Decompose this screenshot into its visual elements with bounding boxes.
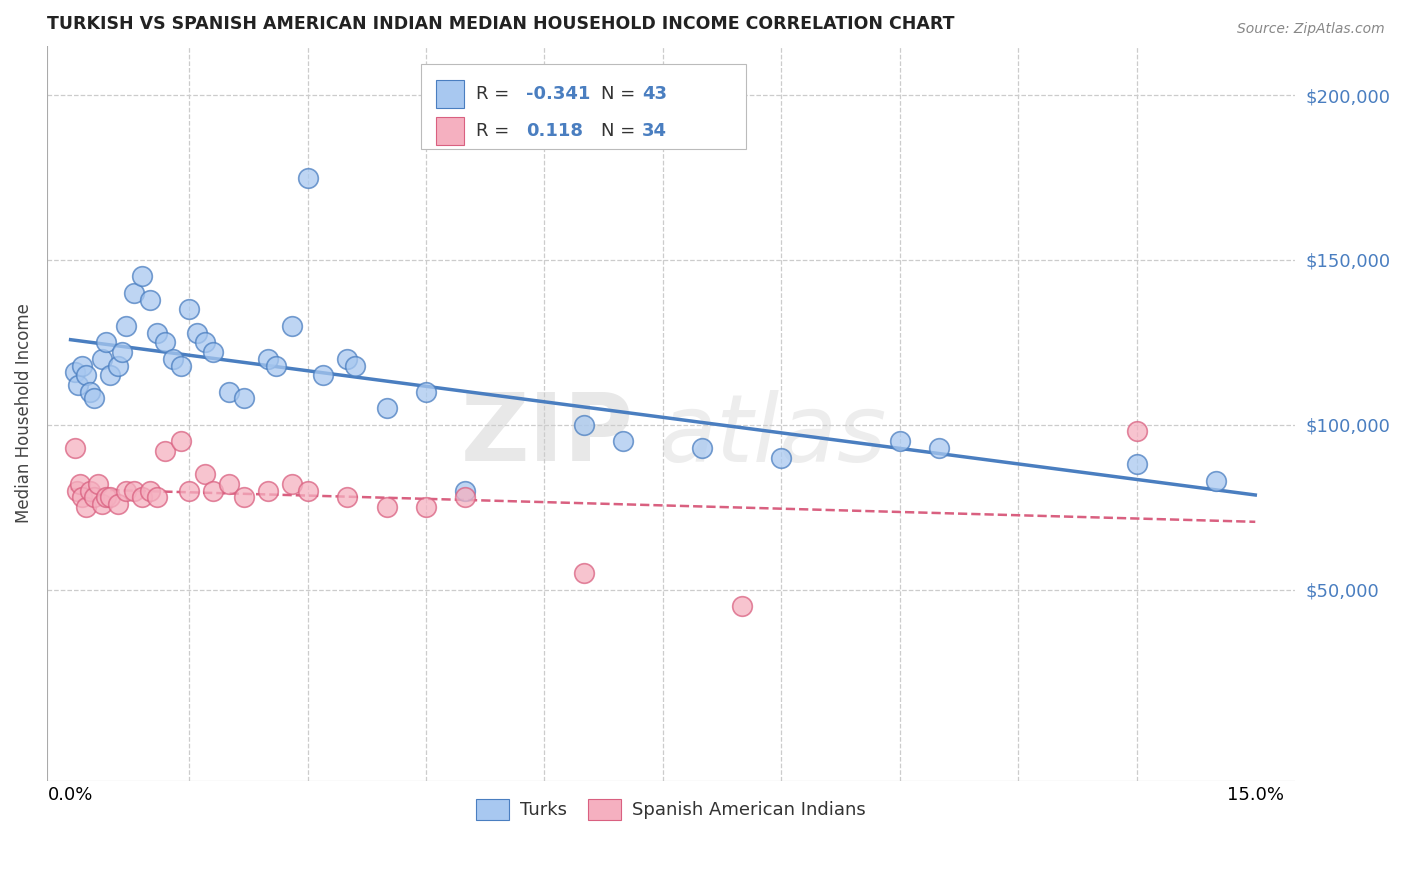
Text: -0.341: -0.341 [526, 86, 591, 103]
Point [336, 491, 359, 505]
Point [1205, 474, 1227, 488]
Point [115, 483, 138, 498]
Point [75, 500, 97, 515]
Point [98, 368, 121, 383]
Point [131, 491, 153, 505]
Point [87, 477, 110, 491]
Text: R =: R = [477, 86, 515, 103]
Point [375, 401, 398, 416]
Point [280, 318, 302, 333]
Point [83, 491, 105, 505]
Point [233, 491, 256, 505]
Point [218, 384, 240, 399]
Point [63, 365, 86, 379]
Point [111, 345, 134, 359]
FancyBboxPatch shape [436, 117, 464, 145]
Point [297, 170, 319, 185]
Point [107, 359, 129, 373]
Point [257, 351, 280, 366]
Text: 34: 34 [643, 122, 666, 140]
Point [94, 491, 117, 505]
Point [94, 335, 117, 350]
Point [297, 483, 319, 498]
Point [312, 368, 335, 383]
Point [194, 467, 217, 482]
Y-axis label: Median Household Income: Median Household Income [15, 303, 32, 524]
Point [63, 441, 86, 455]
FancyBboxPatch shape [422, 64, 745, 149]
Point [186, 326, 208, 340]
Point [66, 483, 89, 498]
Point [72, 359, 94, 373]
Point [454, 483, 477, 498]
Point [264, 359, 287, 373]
Point [201, 483, 224, 498]
Text: atlas: atlas [658, 390, 887, 481]
Point [79, 384, 101, 399]
Point [79, 483, 101, 498]
Point [170, 434, 193, 449]
Point [131, 269, 153, 284]
Point [115, 318, 138, 333]
Point [415, 384, 437, 399]
Point [375, 500, 398, 515]
Point [91, 351, 114, 366]
Point [146, 326, 169, 340]
Point [692, 441, 714, 455]
Text: 0.118: 0.118 [526, 122, 583, 140]
Point [146, 491, 169, 505]
Point [98, 491, 121, 505]
Point [67, 378, 90, 392]
Point [83, 392, 105, 406]
Point [770, 450, 793, 465]
Point [336, 351, 359, 366]
Point [170, 359, 193, 373]
Point [257, 483, 280, 498]
Point [162, 351, 184, 366]
Point [72, 491, 94, 505]
Text: N =: N = [600, 86, 641, 103]
Text: 43: 43 [643, 86, 666, 103]
Point [122, 285, 145, 300]
Point [177, 483, 200, 498]
Point [1126, 458, 1149, 472]
Point [122, 483, 145, 498]
Point [454, 491, 477, 505]
Point [1126, 425, 1149, 439]
Point [75, 368, 97, 383]
Point [572, 417, 595, 432]
Text: N =: N = [600, 122, 641, 140]
Point [572, 566, 595, 581]
Point [138, 483, 160, 498]
Legend: Turks, Spanish American Indians: Turks, Spanish American Indians [470, 792, 873, 827]
Point [107, 497, 129, 511]
Point [194, 335, 217, 350]
Point [343, 359, 366, 373]
FancyBboxPatch shape [436, 80, 464, 108]
Point [138, 293, 160, 307]
Point [201, 345, 224, 359]
Text: R =: R = [477, 122, 515, 140]
Point [731, 599, 754, 614]
Point [280, 477, 302, 491]
Text: ZIP: ZIP [461, 390, 633, 482]
Point [928, 441, 950, 455]
Point [415, 500, 437, 515]
Point [889, 434, 911, 449]
Point [233, 392, 256, 406]
Text: Source: ZipAtlas.com: Source: ZipAtlas.com [1237, 22, 1385, 37]
Point [69, 477, 91, 491]
Point [612, 434, 634, 449]
Point [155, 335, 177, 350]
Point [218, 477, 240, 491]
Point [91, 497, 114, 511]
Point [155, 444, 177, 458]
Text: TURKISH VS SPANISH AMERICAN INDIAN MEDIAN HOUSEHOLD INCOME CORRELATION CHART: TURKISH VS SPANISH AMERICAN INDIAN MEDIA… [46, 15, 955, 33]
Point [177, 302, 200, 317]
